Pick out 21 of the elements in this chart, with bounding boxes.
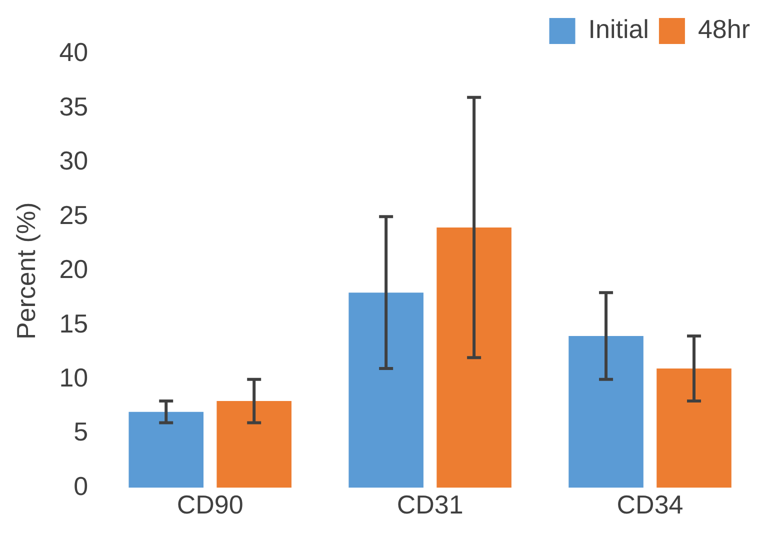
y-tick-label: 25 [59, 200, 88, 230]
bar [436, 228, 512, 488]
y-tick-label: 0 [74, 470, 88, 501]
bar [128, 412, 204, 488]
bar [656, 368, 732, 488]
y-axis-title: Percent (%) [10, 202, 41, 340]
x-tick-label: CD31 [396, 490, 464, 520]
y-tick-label: 30 [59, 146, 88, 176]
legend-label: 48hr [698, 14, 750, 44]
y-tick-label: 40 [59, 37, 88, 68]
y-tick-label: 10 [59, 362, 88, 393]
bar [216, 401, 292, 488]
x-tick-label: CD90 [176, 490, 244, 520]
bar [568, 336, 644, 488]
bar [348, 292, 424, 488]
y-tick-label: 20 [59, 254, 88, 284]
x-tick-label: CD34 [616, 490, 684, 520]
y-tick-label: 15 [59, 308, 88, 338]
legend-label: Initial [588, 14, 649, 44]
y-tick-label: 5 [74, 416, 88, 447]
y-tick-label: 35 [59, 91, 88, 122]
